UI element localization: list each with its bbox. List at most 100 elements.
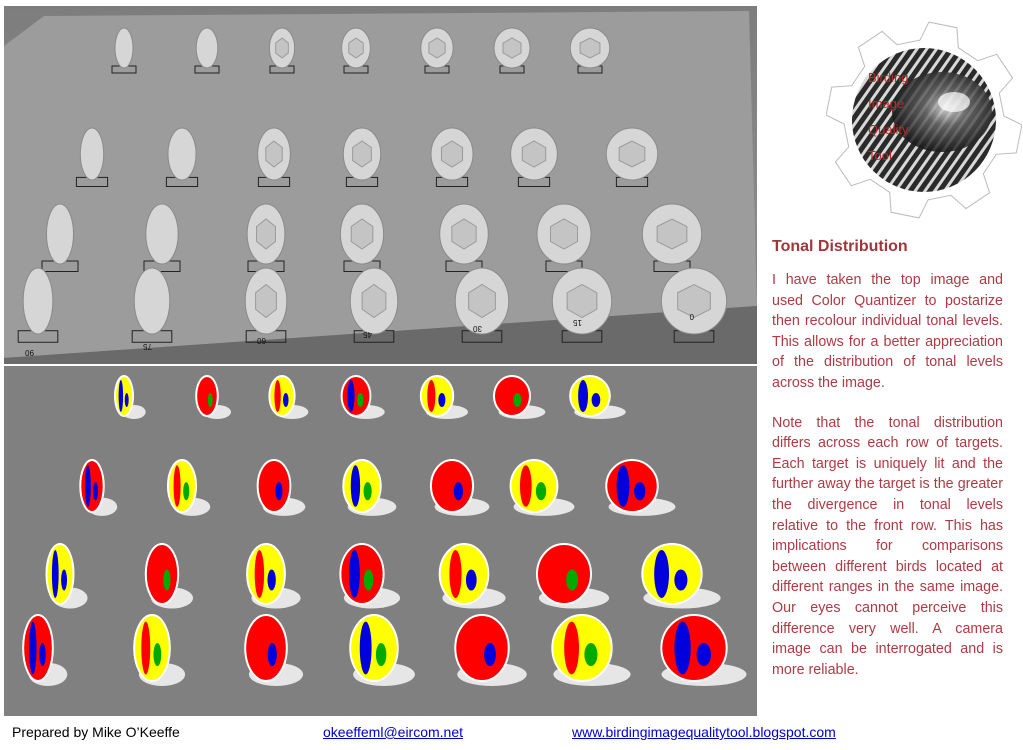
row-angle-label: 45 [363,330,372,339]
target-disc [167,127,197,181]
tonal-distribution-sidebar: Tonal Distribution I have taken the top … [772,238,1003,699]
target-hex-bolt [440,140,464,168]
target-disc [46,203,74,265]
tonal-band [616,465,630,507]
tonal-band [347,380,355,412]
target-disc [114,27,134,69]
row-angle-label: 60 [257,336,266,345]
tonal-band [153,643,162,667]
target-hex-bolt [350,218,374,250]
tonal-band [124,393,129,407]
target-disc [79,127,105,181]
posterized-targets-image [4,366,757,716]
target-hex-bolt [550,218,578,250]
tonal-band [253,621,264,675]
logo-line-3: Quality [868,122,909,137]
logo-line-2: Image [868,96,904,111]
tonal-band [465,569,477,591]
target-hex-bolt [348,37,364,59]
tonal-band [375,643,387,667]
sidebar-paragraph-1: I have taken the top image and used Colo… [772,272,1003,391]
tonal-band [484,643,496,667]
tonal-target [256,459,292,513]
tonal-band [535,482,547,501]
tonal-band [564,621,580,675]
tonal-target [166,459,198,513]
tonal-band [350,465,361,507]
sidebar-paragraph-2: Note that the tonal distribution differs… [772,414,1003,678]
tonal-band [163,569,171,591]
tonal-band [427,380,436,412]
tonal-band [363,482,372,501]
tonal-band [453,482,463,501]
tonal-target [454,614,510,682]
tonal-target [569,375,611,417]
target-hex-bolt [618,140,646,168]
footer: Prepared by Mike O’Keeffe okeeffeml@eirc… [0,722,1023,746]
target-hex-bolt [502,37,522,59]
tonal-band [578,380,589,412]
target-hex-bolt [361,283,387,319]
tonal-target [246,543,286,605]
tonal-target [268,375,296,417]
email-link[interactable]: okeeffeml@eircom.net [323,724,464,740]
tonal-band [696,643,711,667]
target-hex-bolt [468,283,496,319]
tonal-target [22,614,54,682]
tonal-band [363,569,374,591]
tonal-band [51,550,59,598]
tonal-band [39,643,46,667]
target-disc [133,267,171,335]
tonal-target [144,543,180,605]
tonal-band [349,550,360,598]
target-hex-bolt [521,140,547,168]
target-hex-bolt [656,218,688,250]
tonal-target [641,543,703,605]
row-angle-label: 75 [143,342,152,351]
target-hex-bolt [677,283,711,319]
tonal-target [45,543,75,605]
tonal-target [429,459,475,513]
tonal-band [118,380,124,412]
tonal-band [449,550,462,598]
target-hex-bolt [579,37,601,59]
tonal-band [254,550,265,598]
tonal-band [183,482,190,501]
tonal-target [438,543,490,605]
tonal-band [513,393,522,407]
tonal-target [339,543,385,605]
tonal-band [634,482,646,501]
tonal-target [419,375,455,417]
tonal-band [501,380,511,412]
tonal-band [283,393,289,407]
tonal-band [519,465,532,507]
tonal-target [509,459,559,513]
target-hex-bolt [428,37,446,59]
tonal-band [547,550,562,598]
tonal-band [584,643,598,667]
tonal-band [439,465,450,507]
target-hex-bolt [256,218,276,250]
target-hex-bolt [566,283,598,319]
tonal-target [349,614,399,682]
tonal-band [275,482,283,501]
tonal-band [591,393,601,407]
row-angle-label: 90 [25,348,34,357]
tonal-band [654,550,670,598]
row-angle-label: 0 [689,312,694,321]
targets-photo-graphic: 90 75 60 45 30 15 0 [4,11,757,364]
website-link[interactable]: www.birdingimagequalitytool.blogspot.com [572,724,836,740]
tonal-band [84,465,91,507]
tonal-target [79,459,105,513]
tonal-band [200,380,206,412]
tonal-band [359,621,372,675]
posterized-graphic [22,375,747,686]
target-disc [195,27,219,69]
tonal-band [264,465,273,507]
birding-image-quality-tool-logo: Birding Image Quality Tool [825,8,1023,233]
target-hex-bolt [352,140,372,168]
grayscale-targets-photo: 90 75 60 45 30 15 0 [4,6,757,364]
tonal-band [152,550,161,598]
tonal-target [493,375,531,417]
logo-line-1: Birding [868,70,908,85]
